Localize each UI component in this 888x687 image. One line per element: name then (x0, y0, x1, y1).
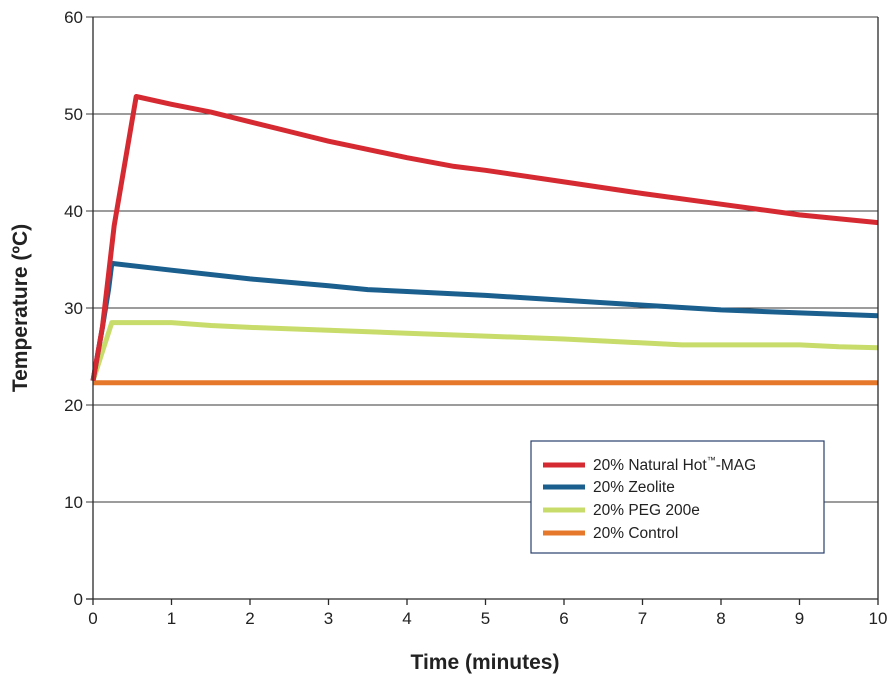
x-tick-label-10: 10 (869, 609, 888, 628)
series-lines (90, 94, 879, 386)
x-tick-labels: 0 1 2 3 4 5 6 7 8 9 10 (88, 599, 887, 628)
x-tick-label-4: 4 (402, 609, 411, 628)
x-tick-label-6: 6 (559, 609, 568, 628)
series-line-peg-200e (90, 320, 879, 382)
x-tick-label-5: 5 (481, 609, 490, 628)
x-tick-label-2: 2 (245, 609, 254, 628)
legend-label-zeolite: 20% Zeolite (593, 479, 675, 496)
x-tick-label-7: 7 (638, 609, 647, 628)
x-tick-label-3: 3 (324, 609, 333, 628)
x-tick-label-0: 0 (88, 609, 97, 628)
legend-label-control: 20% Control (593, 525, 678, 542)
y-tick-label-40: 40 (64, 202, 83, 221)
x-axis-title: Time (minutes) (411, 651, 560, 674)
x-tick-label-8: 8 (716, 609, 725, 628)
y-tick-labels: 0 10 20 30 40 50 60 (64, 8, 83, 609)
y-tick-label-60: 60 (64, 8, 83, 27)
legend: 20% Natural Hot™-MAG 20% Zeolite 20% PEG… (530, 440, 825, 554)
y-tick-label-50: 50 (64, 105, 83, 124)
series-line-natural-hot-mag (90, 94, 879, 382)
y-tick-label-20: 20 (64, 396, 83, 415)
y-tick-label-30: 30 (64, 299, 83, 318)
x-tick-label-1: 1 (167, 609, 176, 628)
x-tick-label-9: 9 (795, 609, 804, 628)
y-tick-label-10: 10 (64, 493, 83, 512)
legend-label-peg-200e: 20% PEG 200e (593, 502, 700, 519)
y-axis-title: Temperature (ºC) (9, 224, 32, 392)
series-line-zeolite (90, 260, 879, 382)
legend-label-natural-hot-mag: 20% Natural Hot™-MAG (593, 455, 756, 474)
y-tick-label-0: 0 (74, 590, 83, 609)
